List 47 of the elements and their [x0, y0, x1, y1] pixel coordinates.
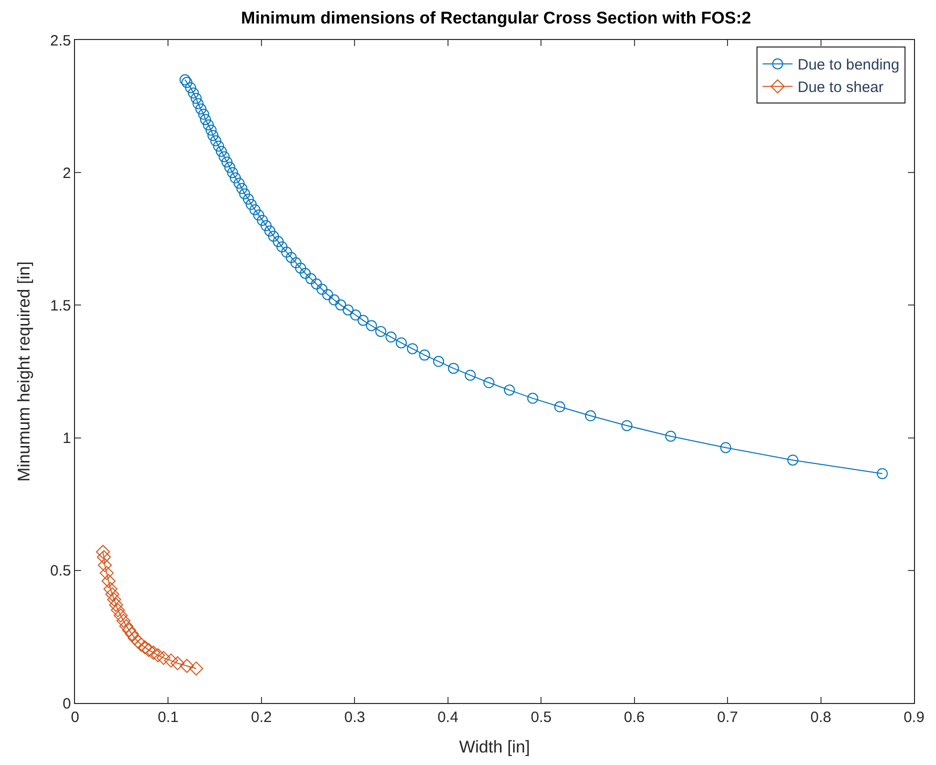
y-tick-label: 0: [62, 695, 71, 712]
x-tick-label: 0.4: [437, 709, 458, 726]
y-tick-label: 1.5: [50, 297, 71, 314]
point: [189, 662, 204, 676]
point: [156, 650, 171, 665]
point: [102, 574, 116, 588]
point: [114, 608, 128, 622]
point: [109, 598, 124, 612]
y-tick-label: 0.5: [50, 562, 71, 580]
point: [98, 558, 112, 572]
x-tick-label: 0.6: [624, 709, 645, 726]
point: [119, 619, 134, 634]
y-axis-title: Minumum height required [in]: [14, 261, 34, 482]
point: [116, 614, 130, 628]
x-tick-label: 0.5: [530, 709, 552, 726]
point: [100, 566, 114, 580]
point: [131, 635, 146, 649]
legend-label: Due to shear: [798, 79, 884, 96]
point: [180, 658, 194, 673]
x-tick-label: 0.8: [810, 709, 832, 726]
x-axis-title: Width [in]: [459, 737, 530, 756]
y-tick-label: 2: [62, 164, 71, 182]
point: [103, 582, 118, 596]
point: [164, 654, 178, 668]
y-tick-label: 2.5: [50, 32, 71, 50]
point: [124, 627, 139, 642]
point: [138, 640, 152, 654]
point: [96, 550, 111, 564]
point: [107, 592, 122, 607]
point: [134, 638, 148, 652]
point: [96, 544, 110, 559]
point: [170, 656, 185, 670]
point: [122, 623, 136, 638]
point: [150, 648, 165, 662]
point: [142, 642, 156, 657]
point: [128, 631, 142, 646]
x-tick-label: 0.1: [158, 709, 179, 726]
point: [105, 587, 120, 602]
legend-label: Due to bending: [798, 56, 900, 74]
x-tick-label: 0.7: [717, 709, 738, 726]
point: [146, 646, 160, 660]
x-tick-label: 0.2: [251, 709, 272, 726]
x-tick-label: 0.3: [344, 709, 366, 726]
x-tick-label: 0.9: [904, 709, 924, 726]
y-tick-label: 1: [62, 430, 71, 448]
chart-title: Minimum dimensions of Rectangular Cross Section with FOS:2: [241, 8, 752, 28]
point: [110, 603, 125, 618]
